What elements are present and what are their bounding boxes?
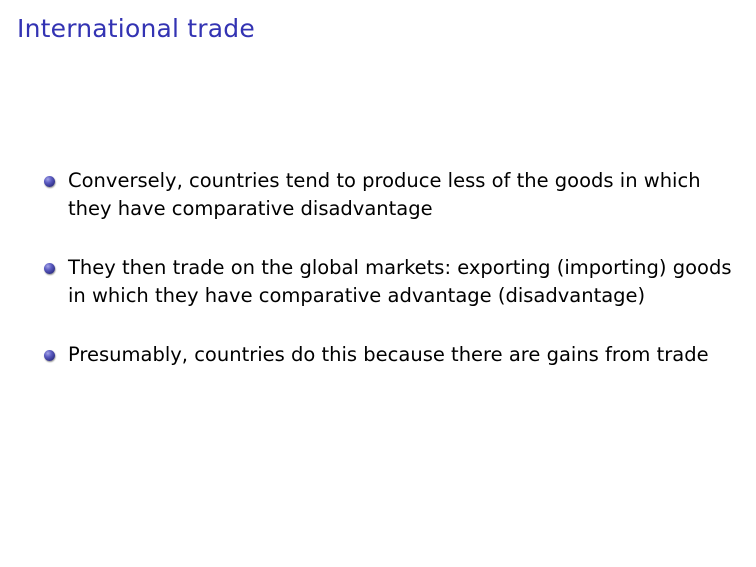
bullet-ball-icon <box>44 176 55 187</box>
bullet-text: Conversely, countries tend to produce le… <box>68 169 701 220</box>
bullet-ball-icon <box>44 263 55 274</box>
bullet-item: Presumably, countries do this because th… <box>42 341 742 369</box>
bullet-ball-icon <box>44 350 55 361</box>
bullet-list: Conversely, countries tend to produce le… <box>42 167 742 400</box>
bullet-text: They then trade on the global markets: e… <box>68 256 732 307</box>
bullet-text: Presumably, countries do this because th… <box>68 343 709 366</box>
bullet-item: They then trade on the global markets: e… <box>42 254 742 310</box>
slide-title: International trade <box>17 14 255 43</box>
bullet-item: Conversely, countries tend to produce le… <box>42 167 742 223</box>
